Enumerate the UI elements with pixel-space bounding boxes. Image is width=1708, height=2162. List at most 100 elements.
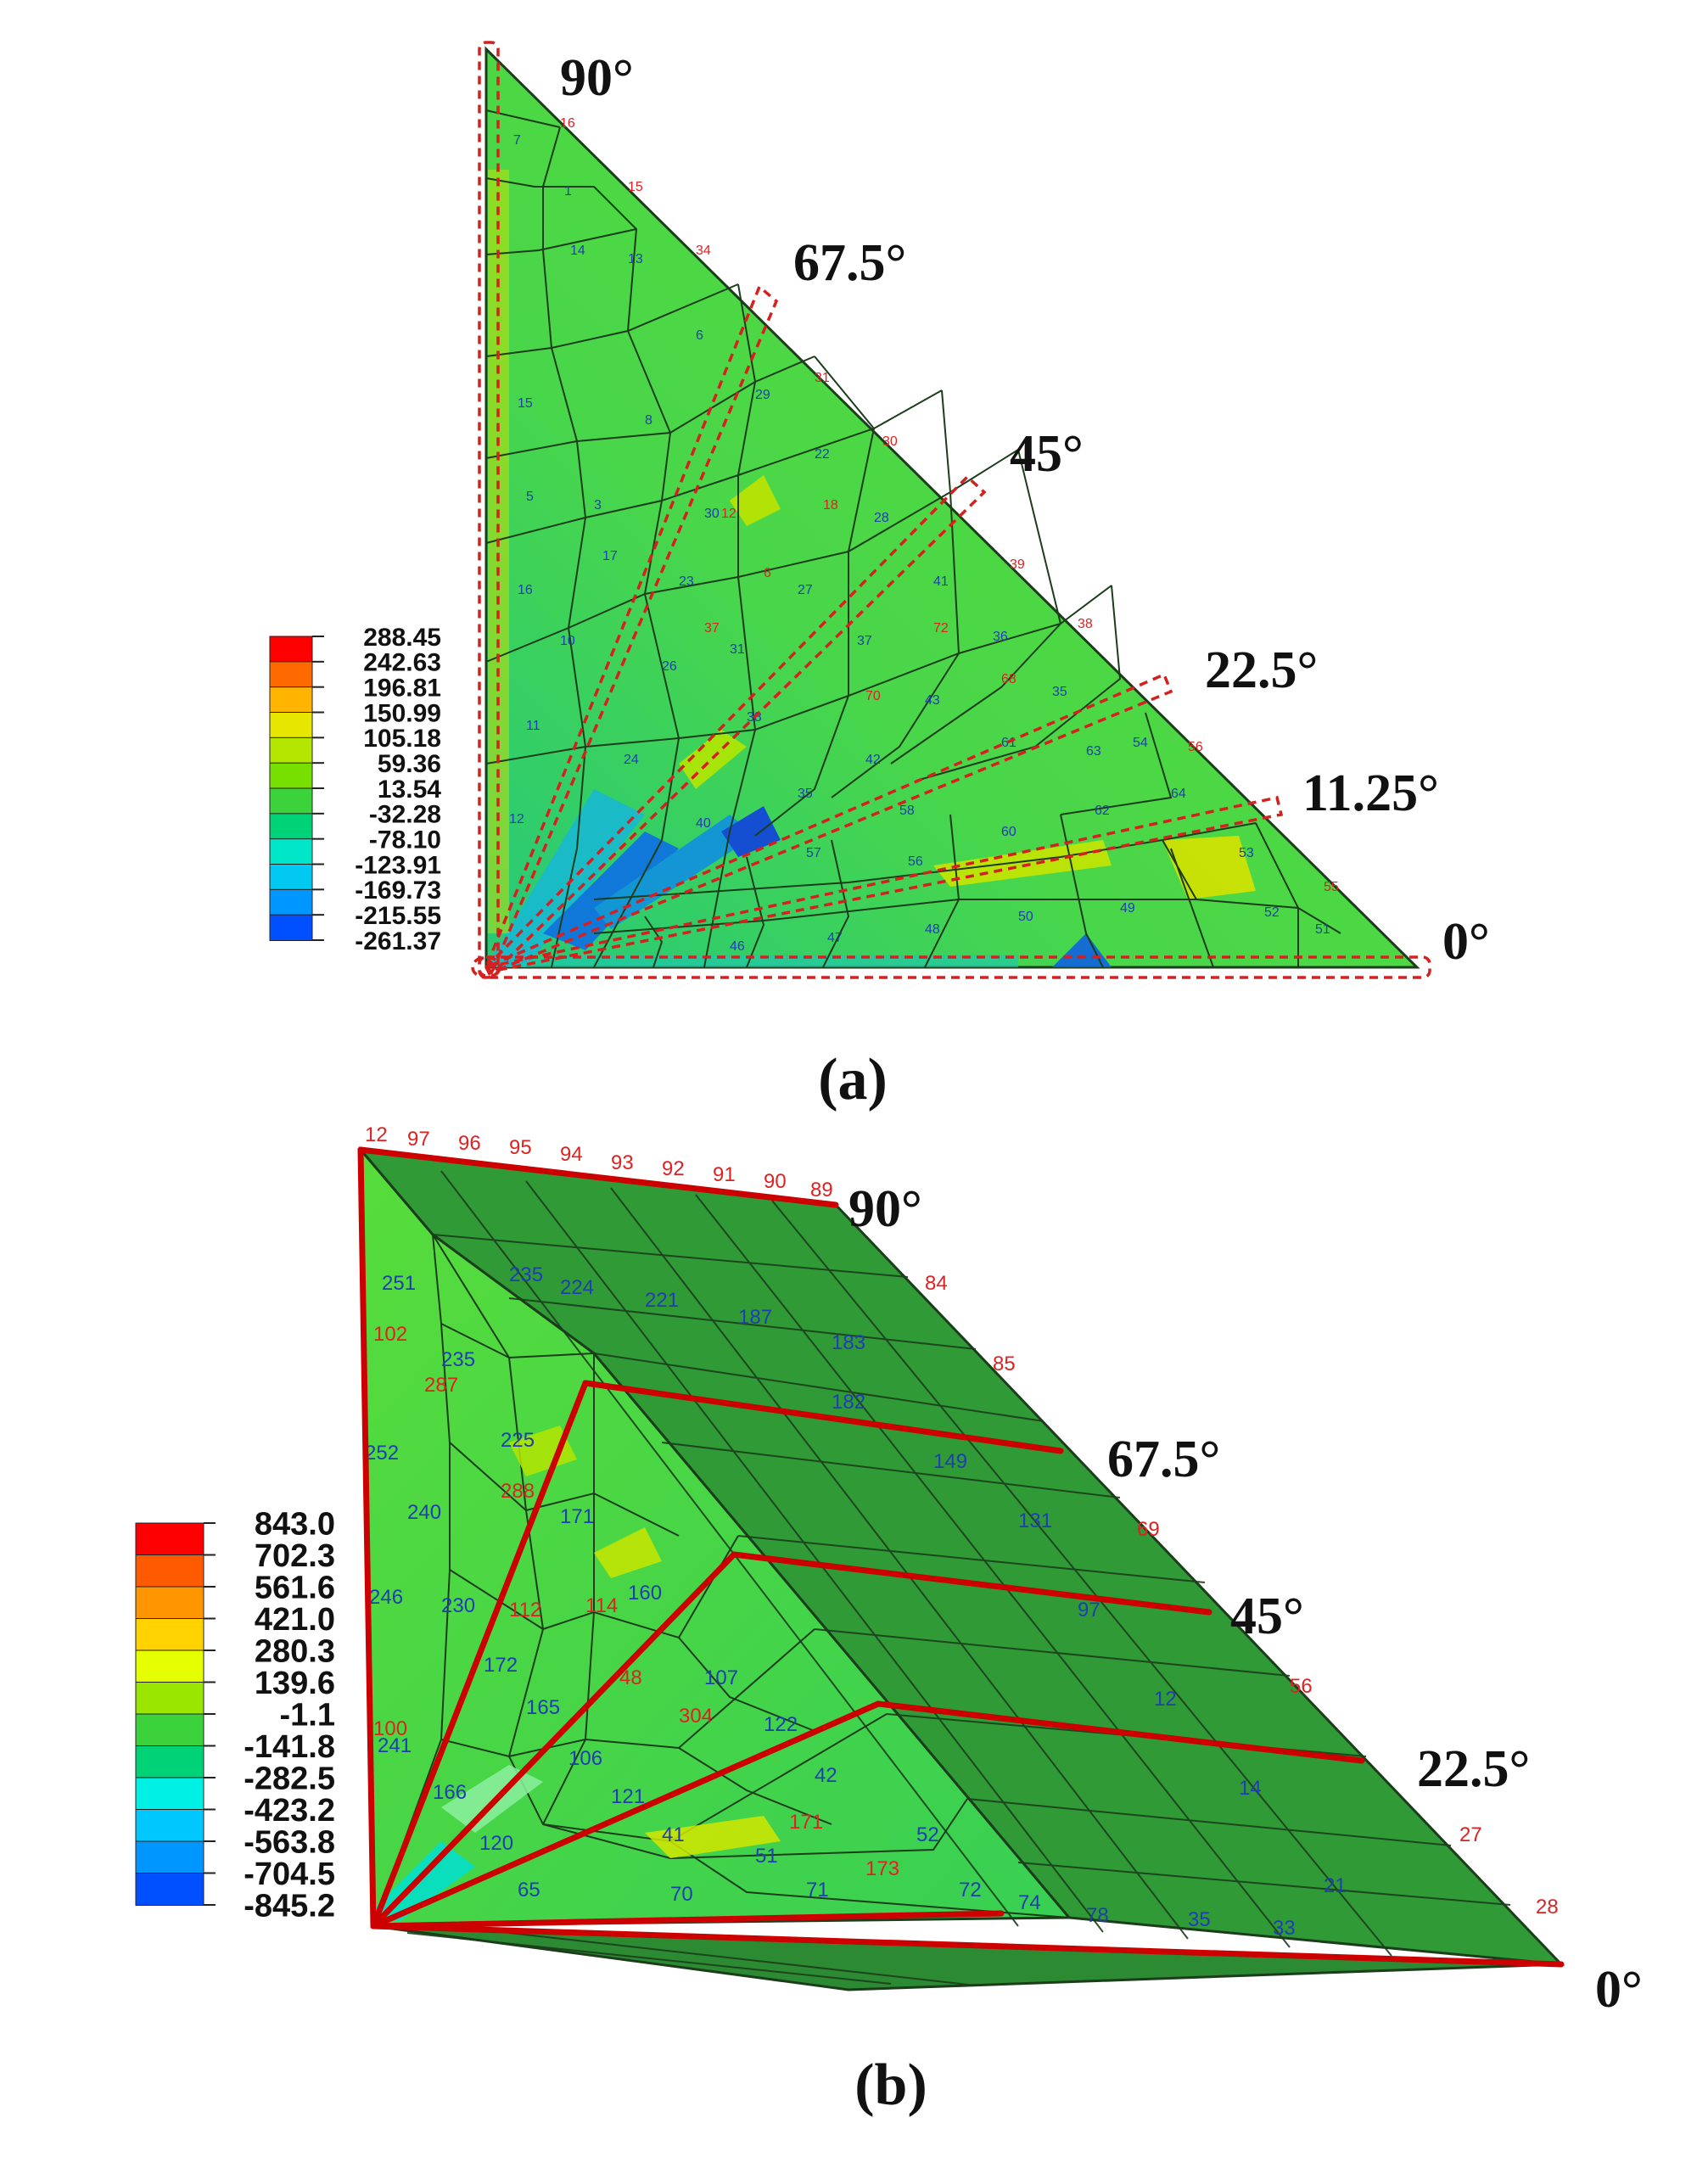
contour-patches-b [373, 1425, 781, 1922]
legend-a-value-label: 150.99 [363, 699, 441, 727]
svg-text:173: 173 [865, 1857, 899, 1880]
svg-text:94: 94 [560, 1143, 583, 1166]
legend-a-value-label: 196.81 [363, 674, 441, 702]
legend-b-swatch [135, 1618, 204, 1651]
svg-text:251: 251 [382, 1272, 416, 1295]
legend-a-value-label: 59.36 [378, 750, 441, 778]
svg-text:246: 246 [369, 1586, 403, 1609]
svg-text:122: 122 [764, 1713, 798, 1736]
svg-text:47: 47 [827, 931, 843, 945]
svg-text:22: 22 [815, 447, 830, 462]
svg-text:5: 5 [526, 490, 534, 504]
svg-text:221: 221 [645, 1289, 679, 1312]
svg-text:16: 16 [560, 116, 575, 131]
legend-b-value-label: 843.0 [255, 1507, 335, 1543]
svg-text:51: 51 [755, 1845, 778, 1868]
svg-text:235: 235 [509, 1263, 543, 1286]
contour-patches-a [486, 170, 1256, 967]
svg-text:56: 56 [1290, 1675, 1313, 1698]
svg-text:31: 31 [815, 371, 830, 385]
panel-a: 7 1 14 13 6 29 22 28 41 36 35 54 64 53 5… [269, 41, 1490, 1112]
svg-text:106: 106 [568, 1747, 602, 1770]
svg-text:46: 46 [730, 939, 745, 954]
legend-b-value-label: -141.8 [244, 1729, 335, 1765]
svg-text:55: 55 [1324, 880, 1339, 894]
svg-text:36: 36 [993, 630, 1008, 644]
svg-text:30: 30 [882, 434, 898, 449]
svg-text:241: 241 [378, 1734, 412, 1757]
legend-a-value-label: -261.37 [355, 927, 441, 955]
svg-text:39: 39 [1010, 557, 1025, 572]
svg-text:149: 149 [933, 1450, 967, 1473]
angle-a-22-5: 22.5° [1205, 641, 1318, 699]
angle-b-45: 45° [1230, 1588, 1304, 1645]
legend-a-value-label: -169.73 [355, 877, 441, 905]
svg-text:35: 35 [798, 787, 813, 801]
svg-text:230: 230 [441, 1594, 475, 1617]
svg-text:10: 10 [560, 634, 575, 648]
angle-b-90: 90° [848, 1180, 922, 1238]
legend-a-value-label: 288.45 [363, 624, 441, 652]
svg-text:114: 114 [585, 1594, 618, 1617]
legend-b-swatch [135, 1713, 204, 1747]
legend-a-swatches [269, 636, 324, 941]
legend-a: 288.45242.63196.81150.99105.1859.3613.54… [269, 624, 441, 955]
svg-text:30: 30 [704, 507, 720, 521]
legend-a-value-label: -123.91 [355, 851, 441, 879]
angle-a-67-5: 67.5° [793, 234, 906, 292]
svg-text:52: 52 [916, 1823, 939, 1846]
legend-b-value-label: -1.1 [280, 1698, 335, 1734]
angle-b-0: 0° [1595, 1961, 1643, 2019]
svg-text:240: 240 [407, 1501, 441, 1524]
svg-text:107: 107 [704, 1666, 738, 1689]
svg-text:225: 225 [501, 1429, 535, 1452]
cut-67-region [484, 284, 779, 980]
legend-b-labels: 843.0702.3561.6421.0280.3139.6-1.1-141.8… [244, 1507, 335, 1924]
svg-text:27: 27 [1459, 1823, 1482, 1846]
cut-11-region [483, 795, 1284, 973]
legend-b-value-label: -282.5 [244, 1762, 335, 1797]
svg-text:187: 187 [738, 1306, 772, 1329]
legend-b-swatch [135, 1522, 204, 1556]
panel-b-label: (b) [854, 2053, 927, 2118]
svg-text:89: 89 [810, 1179, 833, 1201]
svg-text:304: 304 [679, 1705, 713, 1728]
svg-text:33: 33 [1273, 1917, 1296, 1940]
cut-b-67-5 [370, 1380, 589, 1930]
svg-text:12: 12 [509, 812, 524, 826]
svg-text:27: 27 [798, 583, 813, 597]
svg-text:97: 97 [407, 1128, 430, 1151]
legend-a-labels: 288.45242.63196.81150.99105.1859.3613.54… [355, 624, 441, 955]
legend-a-value-label: 13.54 [378, 776, 441, 804]
grid-b [406, 1170, 1511, 1986]
legend-b-value-label: -704.5 [244, 1857, 335, 1892]
legend-a-swatch [269, 838, 313, 865]
legend-b-value-label: 139.6 [255, 1666, 335, 1701]
svg-text:171: 171 [789, 1811, 823, 1834]
svg-text:40: 40 [696, 816, 711, 831]
legend-b-swatch [135, 1809, 204, 1842]
angle-a-11-25: 11.25° [1302, 765, 1439, 822]
svg-text:112: 112 [509, 1599, 541, 1622]
legend-a-swatch [269, 661, 313, 688]
legend-a-value-label: -78.10 [369, 826, 441, 854]
angle-a-0: 0° [1442, 913, 1490, 971]
svg-text:6: 6 [696, 328, 703, 343]
svg-text:93: 93 [611, 1151, 634, 1174]
svg-text:6: 6 [764, 566, 771, 580]
svg-text:35: 35 [1052, 685, 1067, 699]
svg-text:18: 18 [823, 498, 838, 512]
svg-text:96: 96 [458, 1132, 481, 1155]
svg-text:49: 49 [1120, 901, 1135, 916]
svg-text:43: 43 [925, 693, 940, 708]
svg-text:100: 100 [373, 1717, 407, 1740]
legend-b-value-label: 561.6 [255, 1571, 335, 1606]
legend-b: 843.0702.3561.6421.0280.3139.6-1.1-141.8… [135, 1507, 335, 1924]
svg-text:15: 15 [628, 180, 643, 194]
svg-text:28: 28 [874, 511, 889, 525]
legend-a-swatch [269, 712, 313, 739]
legend-a-swatch [269, 762, 313, 790]
svg-text:71: 71 [806, 1879, 829, 1902]
cut-b-0 [370, 1923, 1565, 1968]
